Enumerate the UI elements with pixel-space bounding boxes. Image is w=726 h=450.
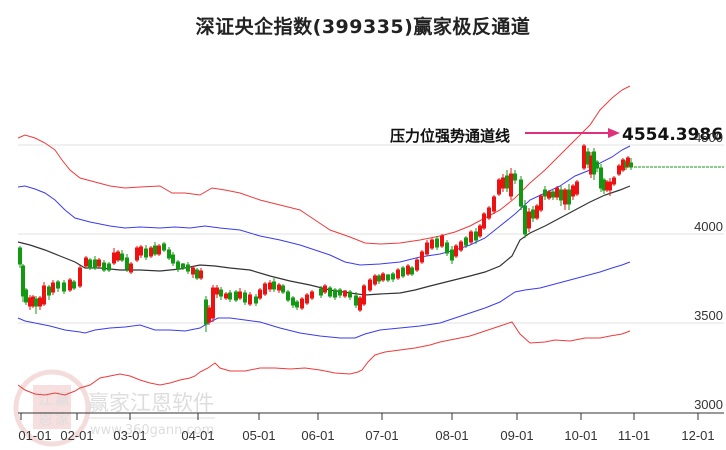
svg-text:11-01: 11-01 [618,428,650,443]
resistance-annotation: 压力位强势通道线 4554.3986 [390,125,723,145]
x-axis: 01-01 02-01 03-01 04-01 05-01 06-01 07-0… [18,412,724,443]
svg-text:02-01: 02-01 [60,428,93,443]
svg-text:恩: 恩 [38,410,53,428]
svg-text:10-01: 10-01 [564,428,597,443]
svg-text:01-01: 01-01 [18,428,51,443]
svg-text:4500: 4500 [694,130,723,145]
watermark-brand: 赢家江恩软件 [88,391,214,415]
inner-lower-band [17,261,631,339]
resistance-value: 4554.3986 [622,125,723,145]
svg-text:3500: 3500 [694,308,723,323]
resistance-label: 压力位强势通道线 [390,127,510,145]
outer-lower-band [17,321,631,396]
svg-text:家: 家 [55,410,70,428]
middle-line [17,185,631,296]
svg-text:09-01: 09-01 [500,428,533,443]
svg-text:07-01: 07-01 [365,428,398,443]
chart-title: 深证央企指数(399335)赢家极反通道 [195,16,531,38]
svg-text:05-01: 05-01 [242,428,275,443]
outer-upper-band [17,85,631,245]
watermark: 江 赢 恩 家 赢家江恩软件 www.360gann.com [13,369,215,447]
y-axis: 4500 4000 3500 3000 [694,130,723,412]
candlesticks [18,144,633,332]
svg-text:04-01: 04-01 [181,428,214,443]
watermark-url: www.360gann.com [90,423,214,438]
svg-text:12-01: 12-01 [681,428,714,443]
svg-text:4000: 4000 [694,219,723,234]
svg-text:3000: 3000 [694,397,723,412]
gridlines [18,144,724,324]
svg-text:03-01: 03-01 [113,428,146,443]
svg-text:08-01: 08-01 [435,428,468,443]
svg-text:赢: 赢 [55,390,70,408]
svg-text:江: 江 [38,390,53,408]
svg-text:06-01: 06-01 [301,428,334,443]
